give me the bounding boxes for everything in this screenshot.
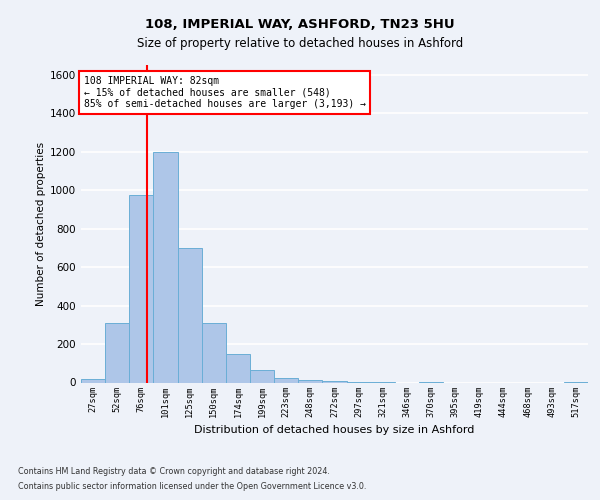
Text: Size of property relative to detached houses in Ashford: Size of property relative to detached ho…	[137, 38, 463, 51]
Text: 108, IMPERIAL WAY, ASHFORD, TN23 5HU: 108, IMPERIAL WAY, ASHFORD, TN23 5HU	[145, 18, 455, 30]
Bar	[226, 354, 250, 382]
Text: Contains HM Land Registry data © Crown copyright and database right 2024.: Contains HM Land Registry data © Crown c…	[18, 467, 330, 476]
Bar	[178, 248, 202, 382]
Bar	[250, 370, 274, 382]
Bar	[81, 378, 105, 382]
Text: Contains public sector information licensed under the Open Government Licence v3: Contains public sector information licen…	[18, 482, 367, 491]
Bar	[274, 378, 298, 382]
Y-axis label: Number of detached properties: Number of detached properties	[36, 142, 46, 306]
Bar	[129, 195, 154, 382]
Bar	[105, 323, 129, 382]
Bar	[154, 152, 178, 382]
X-axis label: Distribution of detached houses by size in Ashford: Distribution of detached houses by size …	[194, 425, 475, 435]
Bar	[298, 380, 322, 382]
Bar	[202, 323, 226, 382]
Text: 108 IMPERIAL WAY: 82sqm
← 15% of detached houses are smaller (548)
85% of semi-d: 108 IMPERIAL WAY: 82sqm ← 15% of detache…	[83, 76, 365, 110]
Bar	[322, 380, 347, 382]
